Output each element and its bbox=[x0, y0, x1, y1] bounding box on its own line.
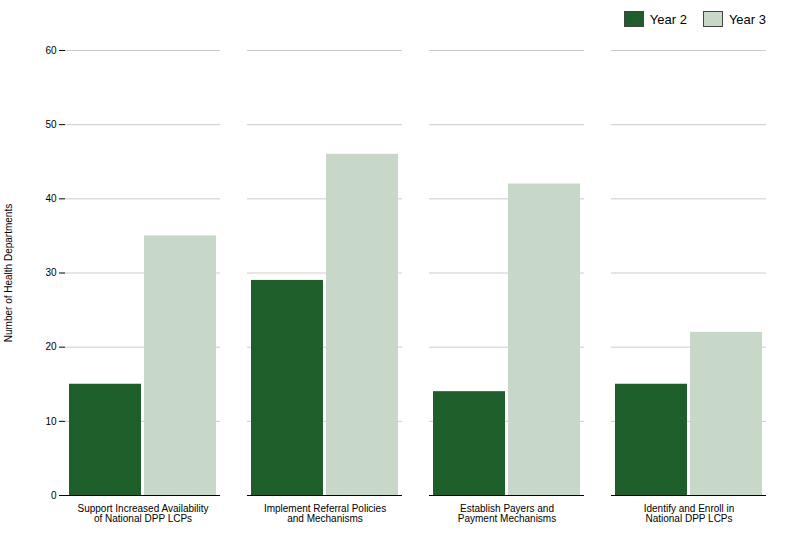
svg-text:50: 50 bbox=[45, 119, 57, 130]
svg-text:Identify and Enroll inNational: Identify and Enroll inNational DPP LCPs bbox=[644, 503, 735, 524]
html-text:Year 3: Year 3 bbox=[728, 11, 766, 27]
svg-text:Establish Payers andPayment Me: Establish Payers andPayment Mechanisms bbox=[458, 503, 556, 524]
html-text:Year 2: Year 2 bbox=[649, 11, 687, 27]
svg-text:Number of Health Departments: Number of Health Departments bbox=[3, 204, 14, 342]
svg-text:60: 60 bbox=[45, 45, 57, 56]
svg-text:40: 40 bbox=[45, 193, 57, 204]
svg-text:Implement Referral Policiesand: Implement Referral Policiesand Mechanism… bbox=[264, 503, 386, 524]
svg-text:0: 0 bbox=[51, 490, 57, 501]
svg-text:20: 20 bbox=[45, 341, 57, 352]
svg-text:Support Increased Availability: Support Increased Availabilityof Nationa… bbox=[77, 503, 208, 524]
svg-text:10: 10 bbox=[45, 416, 57, 427]
svg-text:30: 30 bbox=[45, 267, 57, 278]
